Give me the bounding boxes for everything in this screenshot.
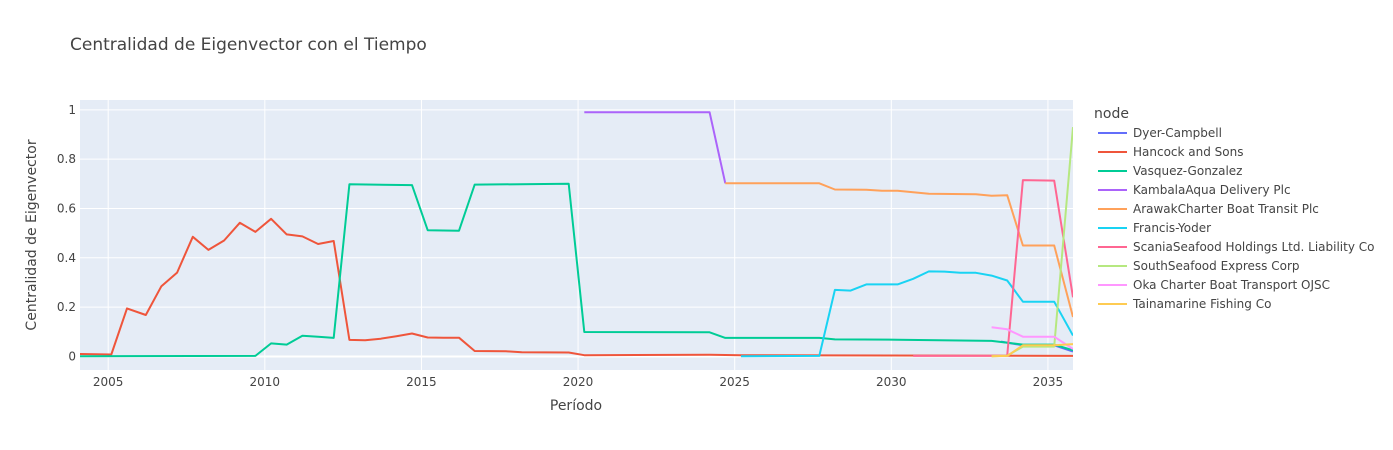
series-line[interactable] [80, 182, 1073, 358]
legend: node Dyer-Campbell Hancock and Sons Vasque… [1094, 106, 1374, 311]
x-tick-label: 2010 [250, 375, 281, 389]
legend-item[interactable]: Francis-Yoder [1098, 221, 1211, 235]
legend-label: Hancock and Sons [1133, 145, 1244, 159]
legend-title: node [1094, 106, 1129, 122]
legend-label: Tainamarine Fishing Co [1132, 297, 1271, 311]
legend-label: Francis-Yoder [1133, 221, 1211, 235]
y-axis-title: Centralidad de Eigenvector [24, 139, 40, 330]
legend-item[interactable]: Oka Charter Boat Transport OJSC [1098, 278, 1330, 292]
legend-item[interactable]: Dyer-Campbell [1098, 126, 1222, 140]
legend-label: SouthSeafood Express Corp [1133, 259, 1300, 273]
legend-label: Oka Charter Boat Transport OJSC [1133, 278, 1330, 292]
legend-label: Vasquez-Gonzalez [1133, 164, 1242, 178]
y-tick-label: 0.6 [57, 201, 76, 215]
chart-title: Centralidad de Eigenvector con el Tiempo [70, 35, 427, 55]
plot-area[interactable] [80, 100, 1073, 370]
legend-item[interactable]: KambalaAqua Delivery Plc [1098, 183, 1291, 197]
x-tick-label: 2015 [406, 375, 437, 389]
legend-item[interactable]: Tainamarine Fishing Co [1098, 297, 1271, 311]
legend-label: KambalaAqua Delivery Plc [1133, 183, 1291, 197]
legend-item[interactable]: Hancock and Sons [1098, 145, 1244, 159]
series-line[interactable] [80, 217, 1073, 357]
legend-item[interactable]: SouthSeafood Express Corp [1098, 259, 1300, 273]
y-tick-label: 0.4 [57, 251, 76, 265]
series-line[interactable] [913, 179, 1073, 357]
legend-label: ScaniaSeafood Holdings Ltd. Liability Co [1133, 240, 1374, 254]
y-tick-label: 1 [68, 103, 76, 117]
y-tick-label: 0.2 [57, 300, 76, 314]
x-tick-label: 2020 [563, 375, 594, 389]
x-tick-label: 2025 [719, 375, 750, 389]
y-tick-label: 0.8 [57, 152, 76, 166]
legend-label: ArawakCharter Boat Transit Plc [1133, 202, 1319, 216]
legend-item[interactable]: ArawakCharter Boat Transit Plc [1098, 202, 1319, 216]
x-tick-label: 2005 [93, 375, 124, 389]
x-tick-labels: 2005 2010 2015 2020 2025 2030 2035 [93, 375, 1063, 389]
x-tick-label: 2035 [1033, 375, 1064, 389]
legend-item[interactable]: ScaniaSeafood Holdings Ltd. Liability Co [1098, 240, 1374, 254]
series-line[interactable] [725, 182, 1073, 318]
legend-item[interactable]: Vasquez-Gonzalez [1098, 164, 1242, 178]
series-lines [80, 111, 1073, 358]
series-line[interactable] [991, 326, 1073, 350]
series-line[interactable] [991, 343, 1073, 358]
x-axis-title: Período [550, 398, 602, 414]
series-line[interactable] [740, 270, 1073, 358]
series-line[interactable] [584, 111, 727, 184]
y-tick-labels: 0 0.2 0.4 0.6 0.8 1 [57, 103, 76, 364]
x-tick-label: 2030 [876, 375, 907, 389]
legend-label: Dyer-Campbell [1133, 126, 1222, 140]
y-tick-label: 0 [68, 349, 76, 363]
